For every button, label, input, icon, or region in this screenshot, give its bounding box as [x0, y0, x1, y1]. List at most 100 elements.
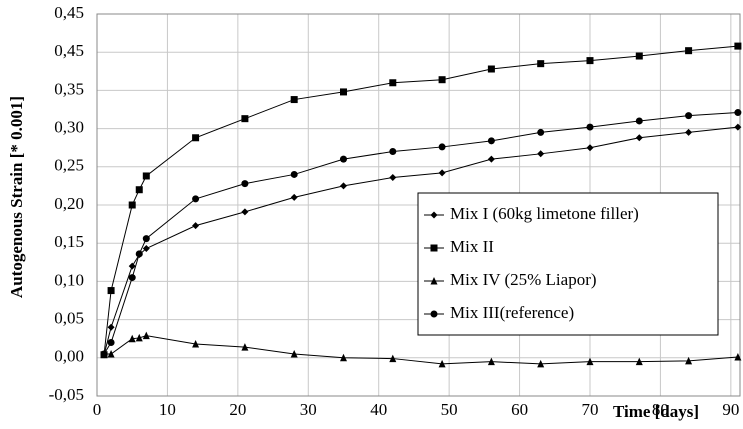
legend-label: Mix II — [450, 237, 494, 256]
marker — [241, 343, 249, 351]
marker — [430, 244, 438, 252]
marker — [339, 88, 347, 96]
marker — [438, 359, 446, 368]
legend-box — [417, 192, 719, 336]
marker — [430, 310, 438, 318]
legend-label: Mix I (60kg limetone filler) — [450, 204, 639, 223]
series-line — [104, 335, 738, 365]
x-axis-label: Time [days] — [613, 402, 699, 421]
marker — [487, 357, 495, 366]
marker — [192, 134, 200, 142]
marker — [107, 349, 115, 358]
marker — [241, 115, 249, 123]
x-tick-label: 0 — [93, 400, 102, 419]
x-tick-label: 10 — [159, 400, 176, 419]
marker — [135, 333, 143, 342]
marker — [290, 96, 298, 104]
marker — [339, 353, 347, 362]
marker — [438, 76, 446, 84]
marker — [290, 170, 298, 178]
marker — [537, 150, 545, 158]
y-tick-label: 0,05 — [54, 309, 84, 328]
marker — [100, 350, 108, 358]
y-tick-label: 0,45 — [54, 41, 84, 60]
y-tick-label: 0,35 — [54, 79, 84, 98]
marker — [438, 143, 446, 151]
marker — [192, 340, 200, 348]
x-tick-label: 70 — [581, 400, 598, 419]
marker — [128, 262, 136, 270]
x-tick-label: 50 — [441, 400, 458, 419]
marker — [586, 357, 594, 366]
marker — [487, 155, 495, 163]
marker — [128, 274, 136, 282]
marker — [192, 222, 200, 230]
y-tick-label: 0,10 — [54, 270, 84, 289]
marker — [685, 112, 693, 120]
marker — [107, 287, 115, 295]
x-tick-label: 20 — [229, 400, 246, 419]
marker — [142, 331, 150, 340]
marker — [339, 182, 347, 190]
y-tick-label: 0,45 — [54, 3, 84, 22]
marker — [487, 137, 495, 145]
marker — [389, 173, 397, 181]
y-tick-label: -0,05 — [49, 385, 84, 404]
marker — [734, 109, 742, 117]
legend-label: Mix III(reference) — [450, 303, 574, 322]
y-tick-label: 0,00 — [54, 347, 84, 366]
marker — [586, 123, 594, 131]
marker — [389, 148, 397, 156]
marker — [142, 245, 150, 253]
y-tick-label: 0,15 — [54, 232, 84, 251]
marker — [537, 128, 545, 136]
marker — [537, 359, 545, 368]
marker — [635, 134, 643, 142]
marker — [685, 128, 693, 136]
marker — [290, 349, 298, 358]
marker — [192, 195, 200, 203]
y-axis-label: Autogenous Strain [* 0.001] — [7, 96, 26, 298]
marker — [290, 193, 298, 201]
marker — [734, 123, 742, 131]
x-tick-label: 80 — [652, 400, 669, 419]
marker — [635, 117, 643, 125]
marker — [389, 79, 397, 87]
marker — [438, 169, 446, 177]
marker — [734, 353, 742, 361]
marker — [586, 57, 594, 65]
marker — [135, 186, 143, 194]
marker — [685, 356, 693, 365]
marker — [635, 52, 643, 60]
x-tick-label: 40 — [370, 400, 387, 419]
marker — [586, 144, 594, 152]
marker — [241, 208, 249, 216]
y-tick-label: 0,30 — [54, 118, 84, 137]
marker — [107, 323, 115, 331]
marker — [487, 65, 495, 73]
x-tick-label: 60 — [511, 400, 528, 419]
y-tick-label: 0,25 — [54, 156, 84, 175]
marker — [107, 339, 115, 347]
marker — [635, 357, 643, 366]
marker — [142, 235, 150, 243]
marker — [537, 60, 545, 68]
x-tick-label: 90 — [722, 400, 739, 419]
y-tick-label: 0,20 — [54, 194, 84, 213]
marker — [430, 211, 438, 219]
marker — [142, 172, 150, 180]
plot-border — [96, 13, 741, 397]
marker — [685, 47, 693, 55]
marker — [389, 354, 397, 363]
marker — [430, 277, 438, 285]
legend-label: Mix IV (25% Liapor) — [450, 270, 597, 289]
x-tick-label: 30 — [300, 400, 317, 419]
marker — [241, 180, 249, 188]
marker — [339, 155, 347, 163]
marker — [734, 42, 742, 50]
marker — [128, 201, 136, 209]
marker — [128, 334, 136, 343]
marker — [135, 250, 143, 258]
